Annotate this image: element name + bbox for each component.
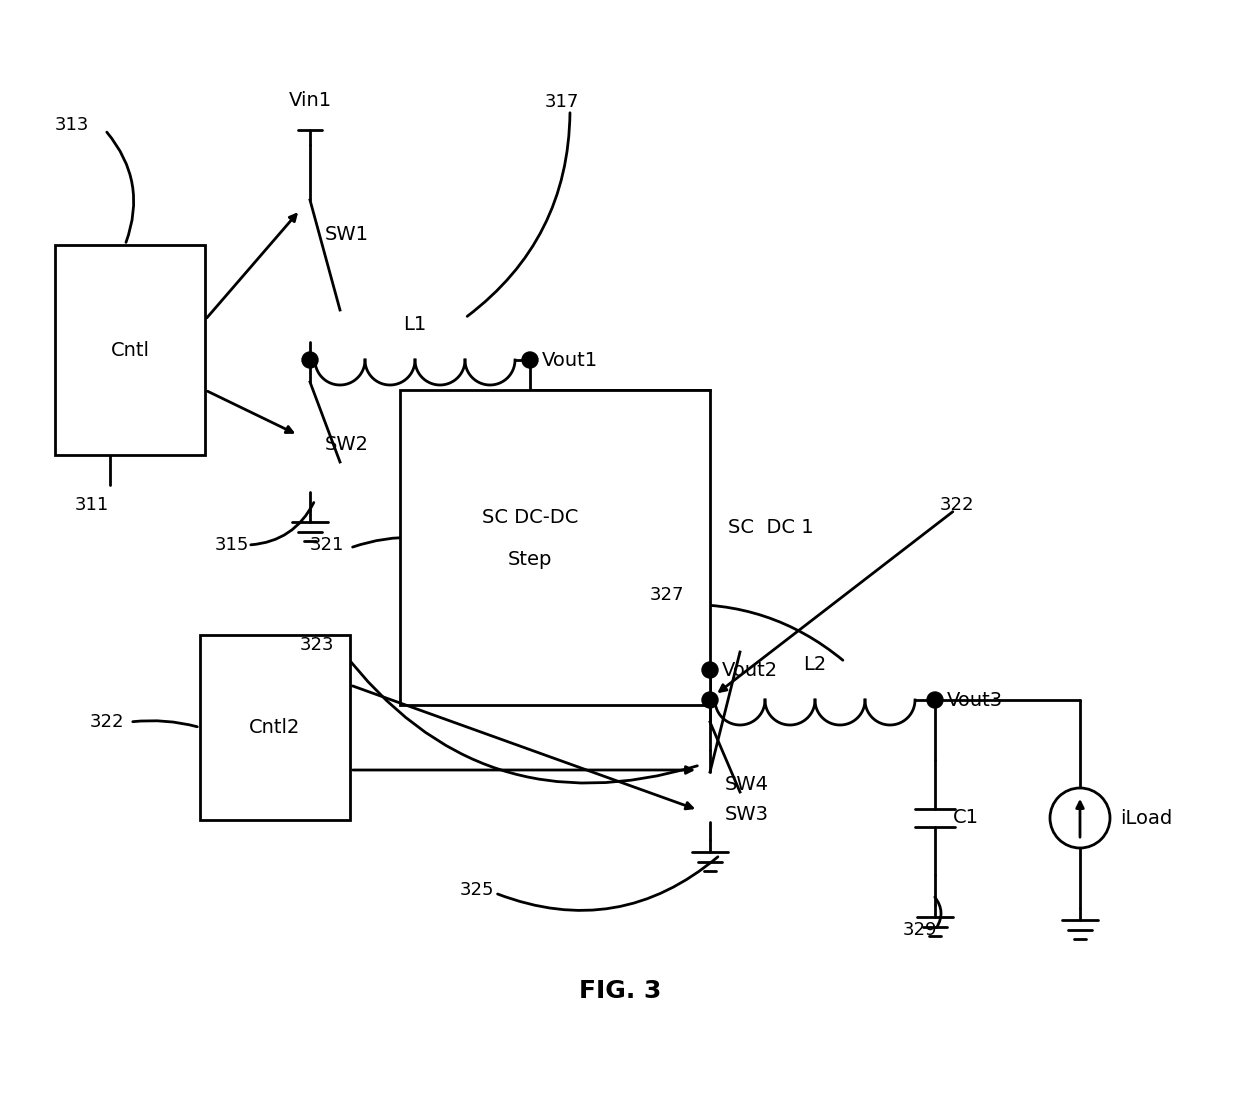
Text: 311: 311 [74, 495, 109, 514]
Text: 322: 322 [940, 495, 975, 514]
Text: SW4: SW4 [725, 775, 769, 795]
Text: 322: 322 [91, 713, 124, 731]
Text: Vout1: Vout1 [542, 350, 598, 370]
Text: 327: 327 [650, 586, 684, 604]
Bar [200, 635, 350, 820]
Text: 321: 321 [310, 536, 345, 554]
Text: iLoad: iLoad [1120, 808, 1172, 828]
Text: Vin1: Vin1 [289, 90, 331, 109]
Text: Step: Step [508, 550, 552, 569]
Text: 323: 323 [300, 636, 335, 654]
Bar [55, 246, 205, 455]
Text: 325: 325 [460, 881, 495, 900]
Text: Vout2: Vout2 [722, 661, 779, 679]
Text: SW3: SW3 [725, 806, 769, 825]
Circle shape [702, 662, 718, 678]
Text: Cntl2: Cntl2 [249, 718, 300, 737]
Circle shape [303, 352, 317, 368]
Text: Cntl: Cntl [110, 340, 150, 360]
Text: C1: C1 [954, 808, 980, 827]
Text: 315: 315 [215, 536, 249, 554]
Text: 317: 317 [546, 92, 579, 111]
Circle shape [1050, 788, 1110, 848]
Circle shape [522, 352, 538, 368]
Text: SC  DC 1: SC DC 1 [728, 517, 813, 537]
Text: L2: L2 [804, 655, 827, 675]
Bar [401, 390, 711, 705]
Text: 329: 329 [903, 922, 937, 939]
Text: SW1: SW1 [325, 226, 370, 244]
Text: SW2: SW2 [325, 436, 370, 455]
Circle shape [928, 693, 942, 708]
Text: L1: L1 [403, 316, 427, 335]
Bar [415, 445, 645, 630]
Text: FIG. 3: FIG. 3 [579, 979, 661, 1003]
Text: SC DC-DC: SC DC-DC [482, 508, 578, 527]
Text: Vout3: Vout3 [947, 690, 1003, 709]
Circle shape [702, 693, 718, 708]
Text: 313: 313 [55, 116, 89, 134]
